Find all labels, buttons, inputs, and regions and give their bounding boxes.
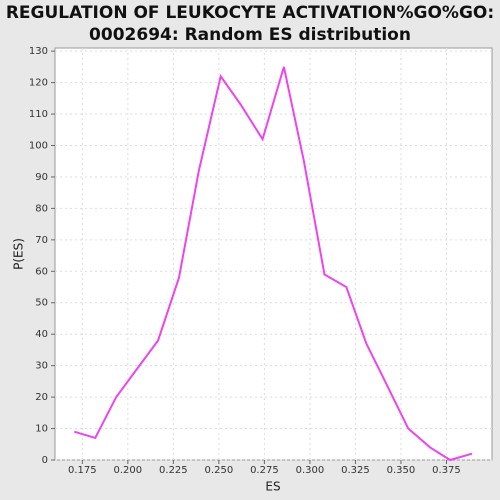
y-tick-label: 120 bbox=[29, 78, 48, 89]
x-tick-label: 0.300 bbox=[296, 465, 325, 476]
y-tick-label: 50 bbox=[35, 298, 48, 309]
y-tick-label: 30 bbox=[35, 361, 48, 372]
y-tick-label: 60 bbox=[35, 266, 48, 277]
y-tick-label: 110 bbox=[29, 109, 48, 120]
y-tick-label: 20 bbox=[35, 392, 48, 403]
chart-title: 0002694: Random ES distribution bbox=[89, 25, 411, 45]
x-tick-label: 0.275 bbox=[250, 465, 279, 476]
x-tick-label: 0.375 bbox=[432, 465, 461, 476]
y-tick-label: 90 bbox=[35, 172, 48, 183]
x-tick-label: 0.175 bbox=[68, 465, 97, 476]
x-axis-label: ES bbox=[265, 480, 280, 494]
plot-area bbox=[54, 47, 493, 461]
y-tick-label: 0 bbox=[42, 455, 48, 466]
y-tick-label: 70 bbox=[35, 235, 48, 246]
x-tick-label: 0.225 bbox=[159, 465, 188, 476]
y-tick-label: 130 bbox=[29, 46, 48, 57]
y-axis-label: P(ES) bbox=[12, 238, 26, 270]
x-tick-label: 0.350 bbox=[387, 465, 416, 476]
y-tick-label: 80 bbox=[35, 203, 48, 214]
y-tick-label: 40 bbox=[35, 329, 48, 340]
data-line bbox=[74, 66, 473, 462]
y-tick-label: 100 bbox=[29, 140, 48, 151]
x-tick-label: 0.250 bbox=[205, 465, 234, 476]
x-tick-label: 0.200 bbox=[114, 465, 143, 476]
chart-title: REGULATION OF LEUKOCYTE ACTIVATION%GO%GO… bbox=[6, 3, 494, 23]
y-tick-label: 10 bbox=[35, 424, 48, 435]
x-tick-label: 0.325 bbox=[341, 465, 370, 476]
